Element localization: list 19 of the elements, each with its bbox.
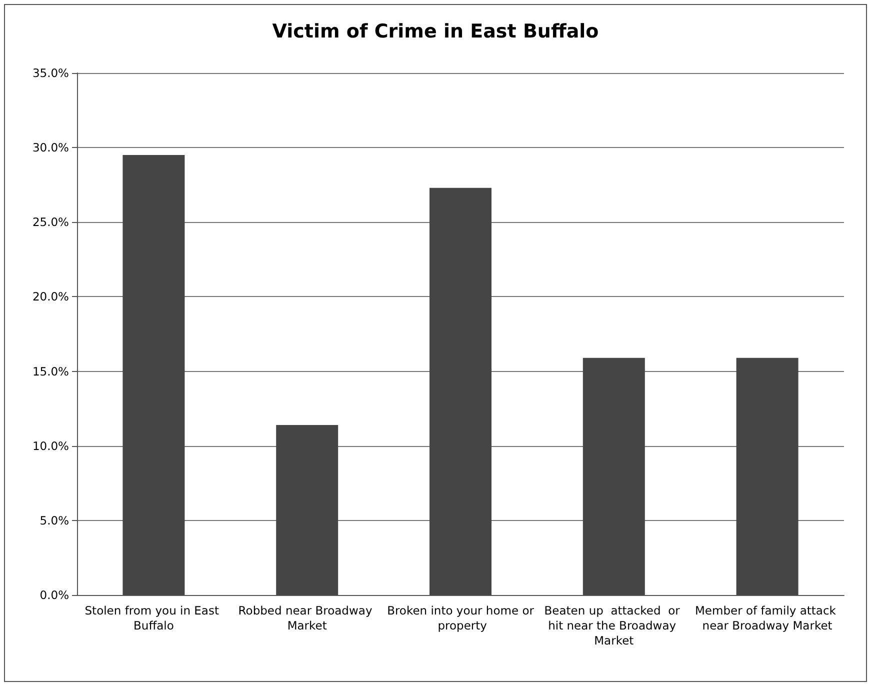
x-tick-label: Beaten up attacked or hit near the Broadway Market: [544, 604, 684, 648]
x-tick-label: Stolen from you in East Buffalo: [84, 604, 223, 632]
y-tick-label: 20.0%: [32, 290, 70, 304]
y-tick-label: 25.0%: [32, 215, 70, 230]
bar: [122, 155, 185, 595]
bar: [276, 424, 338, 595]
x-tick-label: Member of family attack near Broadway Market: [694, 604, 840, 632]
y-tick-label: 10.0%: [32, 438, 70, 453]
bar: [582, 358, 645, 595]
y-tick-label: 5.0%: [40, 513, 70, 528]
y-tick-label: 35.0%: [32, 66, 70, 80]
y-tick-label: 15.0%: [32, 364, 70, 378]
y-tick-label: 30.0%: [32, 140, 70, 155]
chart-title: Victim of Crime in East Buffalo: [272, 20, 599, 42]
x-tick-label: Broken into your home or property: [387, 604, 534, 632]
bar: [736, 358, 798, 595]
x-tick-label: Robbed near Broadway Market: [238, 604, 376, 632]
y-tick-label: 0.0%: [40, 588, 70, 602]
bar: [430, 188, 492, 595]
